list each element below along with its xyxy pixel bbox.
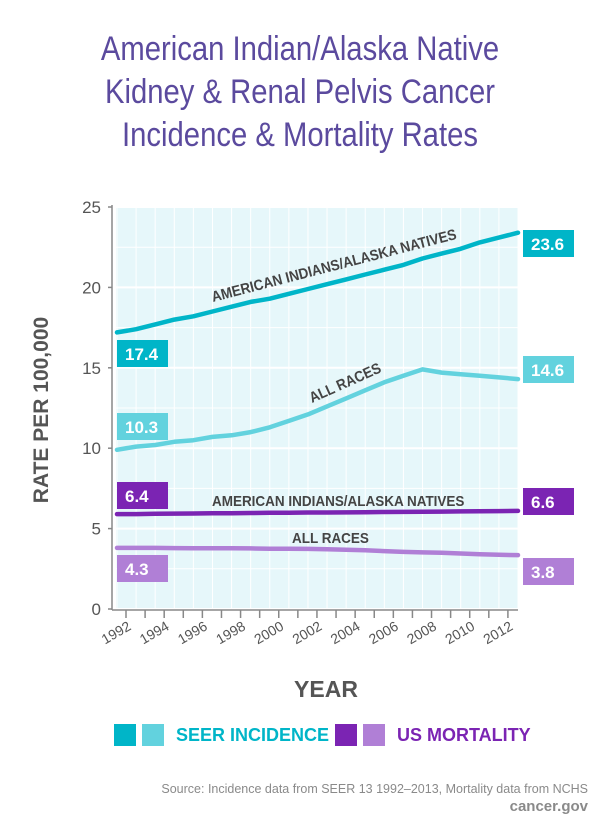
y-tick-label: 20 [82,278,101,297]
series-line [114,508,521,517]
series-name-label: ALL RACES [292,530,369,547]
start-value-label: 4.3 [125,560,149,579]
series-line [114,367,521,453]
start-value-label: 17.4 [125,345,159,364]
end-label-box [523,488,574,515]
y-tick-label: 15 [82,359,101,378]
source-text: Source: Incidence data from SEER 13 1992… [161,782,588,796]
chart-title: American Indian/Alaska Native Kidney & R… [42,28,558,157]
start-label-box [117,482,168,509]
end-label-box [523,356,574,383]
end-value-label: 14.6 [531,361,564,380]
legend-incidence: SEER INCIDENCE [114,723,329,747]
y-tick-label: 0 [92,600,101,619]
y-axis-title: RATE PER 100,000 [30,317,53,503]
source-note: Source: Incidence data from SEER 13 1992… [161,780,588,816]
start-value-label: 10.3 [125,418,158,437]
end-label-box [523,558,574,585]
x-tick-label: 2000 [251,618,286,648]
x-tick-label: 2010 [442,618,477,648]
start-label-box [117,340,168,367]
x-axis-title: YEAR [294,676,358,702]
end-value-label: 6.6 [531,493,555,512]
legend-swatch-all-incidence [142,724,164,746]
start-value-label: 6.4 [125,487,149,506]
end-label-box [523,230,574,257]
x-tick-label: 1996 [175,618,210,648]
y-tick-label: 10 [82,439,101,458]
title-line: Incidence & Mortality Rates [122,116,478,154]
x-tick-label: 2004 [328,618,363,648]
x-tick-label: 2006 [366,618,401,648]
y-tick-label: 5 [92,520,101,539]
legend-swatch-all-mortality [363,724,385,746]
x-tick-label: 1998 [213,618,248,648]
legend-swatch-aian-incidence [114,724,136,746]
end-value-label: 23.6 [531,235,564,254]
start-label-box [117,413,168,440]
x-tick-label: 2012 [480,618,515,648]
x-tick-label: 1992 [99,618,134,648]
legend-mortality: US MORTALITY [335,723,531,747]
series-line [114,545,521,558]
series-line [114,230,521,335]
site-credit: cancer.gov [509,798,588,815]
y-tick-label: 25 [82,198,101,217]
x-tick-label: 2008 [404,618,439,648]
end-value-label: 3.8 [531,563,555,582]
title-line: American Indian/Alaska Native [100,30,500,68]
start-label-box [117,555,168,582]
legend-label: SEER INCIDENCE [176,724,330,745]
series-name-label: AMERICAN INDIANS/ALASKA NATIVES [212,493,464,510]
x-tick-label: 2002 [289,618,324,648]
legend-swatch-aian-mortality [335,724,357,746]
title-line: Kidney & Renal Pelvis Cancer [104,73,496,111]
x-tick-label: 1994 [137,618,172,648]
legend-label: US MORTALITY [397,724,531,745]
